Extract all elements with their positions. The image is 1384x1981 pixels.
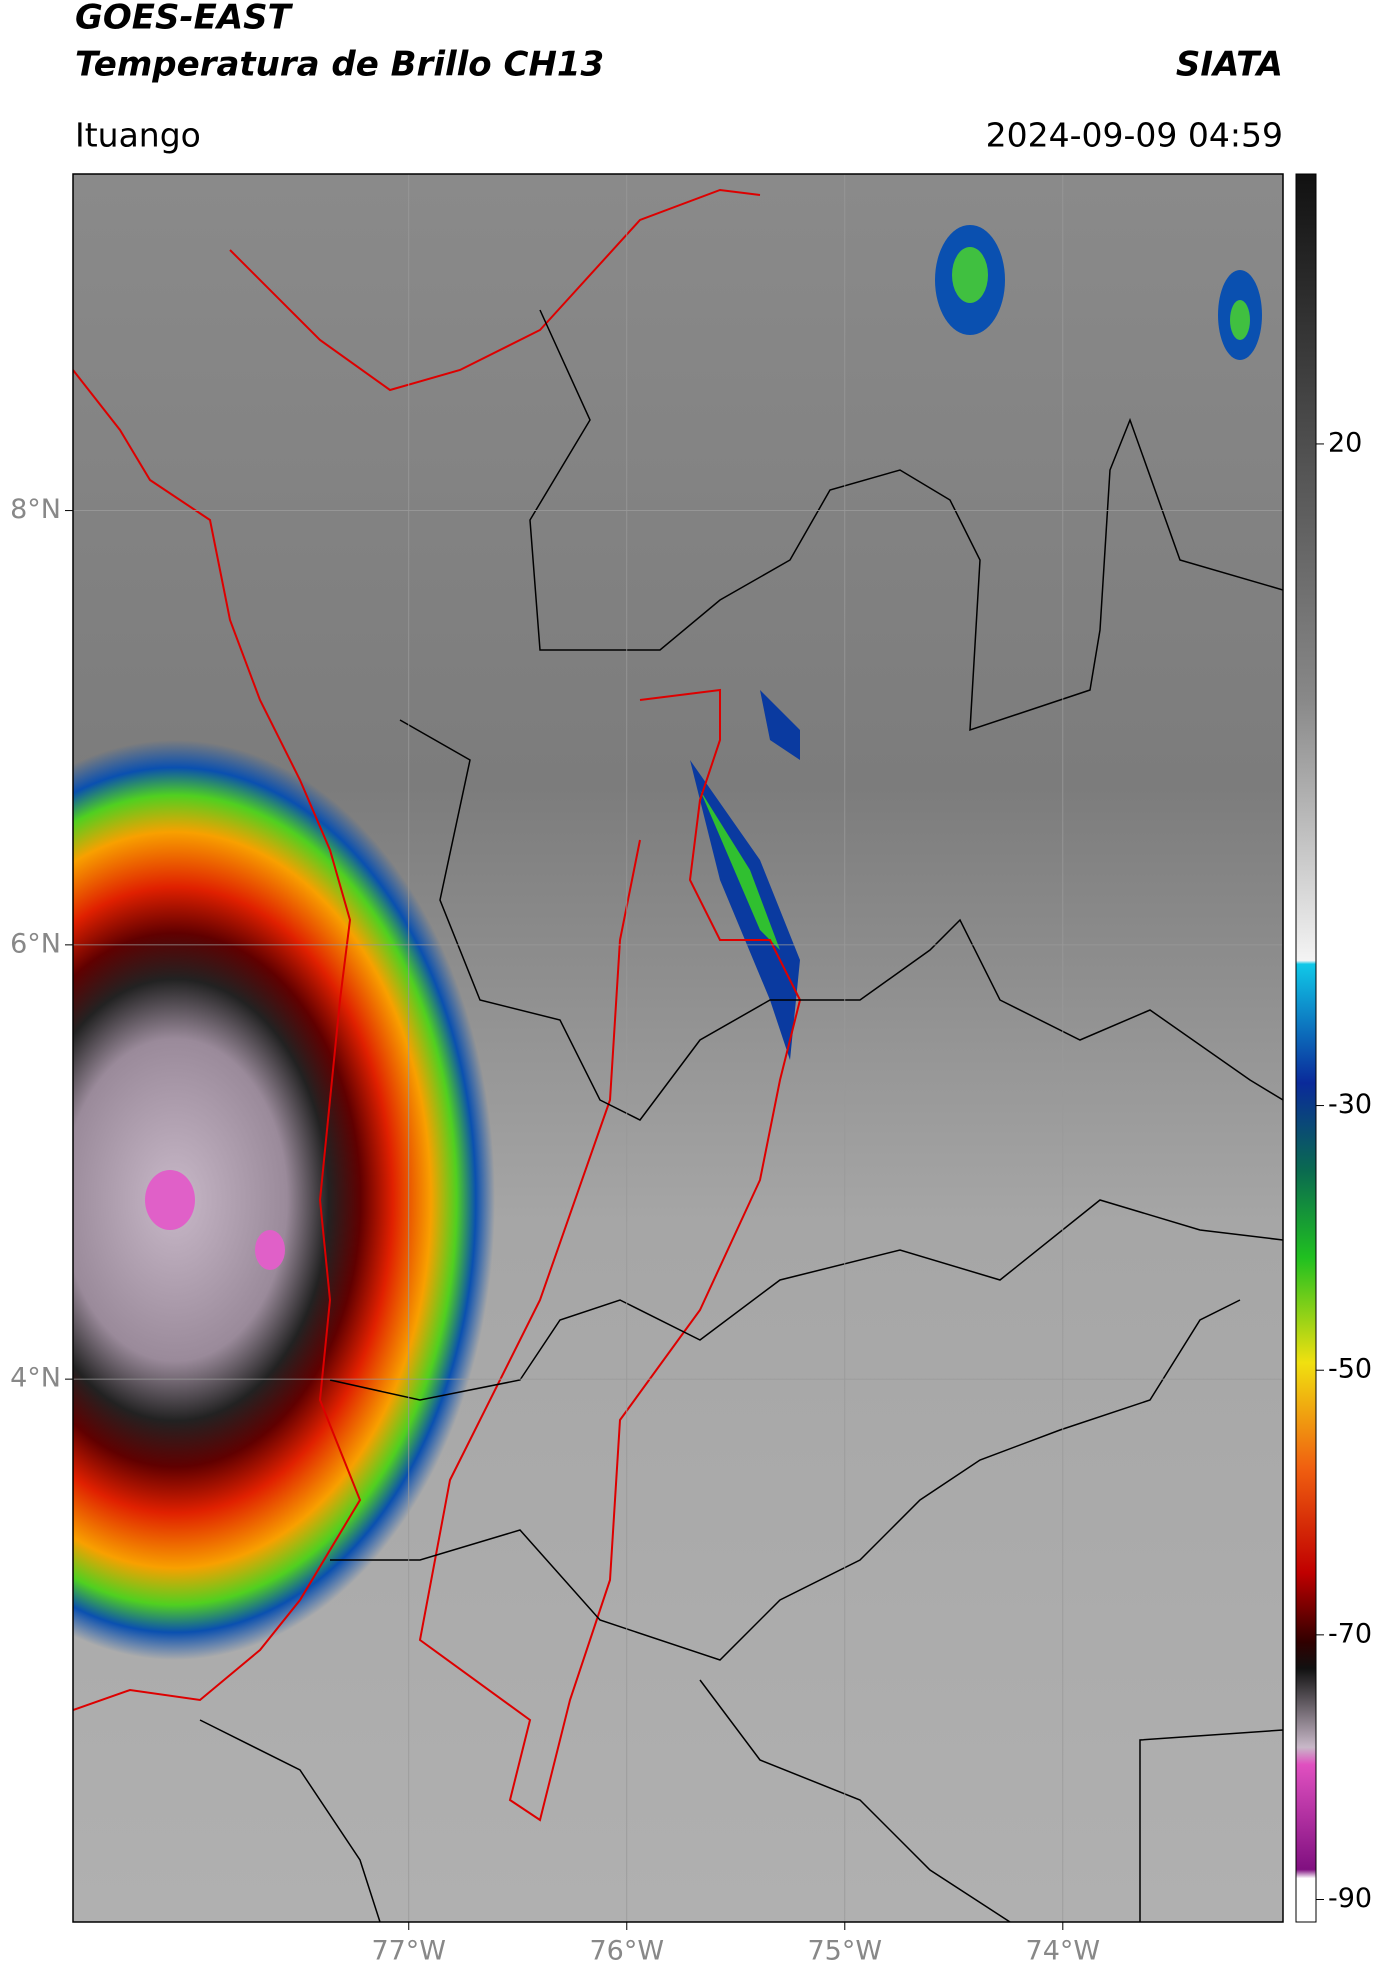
colorbar-tick-label: 20 (1328, 427, 1362, 458)
region: Ituango (75, 116, 201, 155)
subtitle: Temperatura de Brillo CH13 (75, 45, 604, 85)
source: SIATA (1176, 45, 1283, 85)
colorbar (1295, 173, 1317, 1923)
map-frame (72, 173, 1284, 1923)
colorbar-tick-label: -90 (1328, 1883, 1372, 1914)
lon-tick-label: 76°W (589, 1936, 664, 1967)
lon-tick-label: 75°W (808, 1936, 883, 1967)
map-image (73, 174, 1283, 1922)
lat-tick-label: 4°N (10, 1363, 61, 1394)
colorbar-tick-label: -50 (1328, 1354, 1372, 1385)
lon-tick-label: 77°W (371, 1936, 446, 1967)
title: GOES-EAST (75, 0, 294, 38)
lon-tick-label: 74°W (1026, 1936, 1101, 1967)
colorbar-tick-label: -30 (1328, 1089, 1372, 1120)
lat-tick-label: 6°N (10, 928, 61, 959)
datetime: 2024-09-09 04:59 (986, 116, 1283, 155)
lat-tick-label: 8°N (10, 494, 61, 525)
colorbar-tick-label: -70 (1328, 1618, 1372, 1649)
